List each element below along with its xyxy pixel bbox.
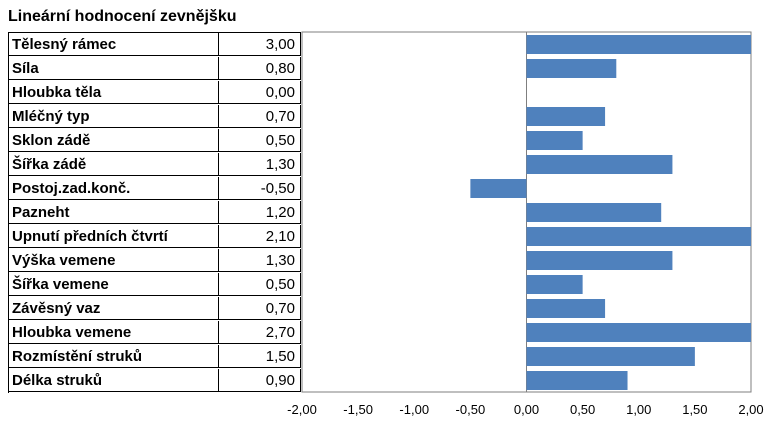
trait-value: 0,70 (219, 297, 301, 320)
trait-label: Sklon zádě (9, 129, 219, 152)
trait-value: 2,70 (219, 321, 301, 344)
trait-value: 0,70 (219, 105, 301, 128)
x-tick-label: -0,50 (456, 402, 486, 417)
trait-value: 1,20 (219, 201, 301, 224)
trait-value: 0,80 (219, 57, 301, 80)
trait-value: 0,50 (219, 273, 301, 296)
table-row: Závěsný vaz 0,70 (9, 297, 301, 321)
table-row: Rozmístění struků 1,50 (9, 345, 301, 369)
x-tick-label: -1,00 (399, 402, 429, 417)
trait-value: 3,00 (219, 33, 301, 56)
x-tick-label: 0,50 (570, 402, 595, 417)
trait-value: 0,50 (219, 129, 301, 152)
trait-label: Síla (9, 57, 219, 80)
bar (526, 371, 628, 390)
trait-label: Výška vemene (9, 249, 219, 272)
bar (526, 59, 617, 78)
x-tick-label: 1,50 (682, 402, 707, 417)
bar (526, 131, 583, 150)
trait-label: Pazneht (9, 201, 219, 224)
x-tick-label: 2,00 (738, 402, 763, 417)
trait-value: 0,90 (219, 369, 301, 392)
bar (526, 107, 606, 126)
table-row: Síla 0,80 (9, 57, 301, 81)
table-row: Hloubka vemene 2,70 (9, 321, 301, 345)
x-tick-label: -2,00 (287, 402, 317, 417)
table-row: Postoj.zad.konč. -0,50 (9, 177, 301, 201)
bar (526, 347, 695, 366)
bar (526, 227, 751, 246)
trait-label: Šířka zádě (9, 153, 219, 176)
bar (526, 275, 583, 294)
trait-value: 1,30 (219, 249, 301, 272)
trait-label: Rozmístění struků (9, 345, 219, 368)
trait-label: Délka struků (9, 369, 219, 392)
table-row: Hloubka těla 0,00 (9, 81, 301, 105)
table-row: Upnutí předních čtvrtí 2,10 (9, 225, 301, 249)
table-row: Šířka zádě 1,30 (9, 153, 301, 177)
chart-title: Lineární hodnocení zevnějšku (8, 8, 237, 25)
x-tick-label: -1,50 (343, 402, 373, 417)
trait-value: 1,50 (219, 345, 301, 368)
x-tick-label: 0,00 (514, 402, 539, 417)
table-row: Mléčný typ 0,70 (9, 105, 301, 129)
trait-label: Šířka vemene (9, 273, 219, 296)
bar (526, 203, 662, 222)
bar (526, 299, 606, 318)
bar (470, 179, 527, 198)
table-row: Délka struků 0,90 (9, 369, 301, 393)
trait-label: Upnutí předních čtvrtí (9, 225, 219, 248)
trait-label: Postoj.zad.konč. (9, 177, 219, 200)
trait-value: 1,30 (219, 153, 301, 176)
bar (526, 251, 673, 270)
trait-value: -0,50 (219, 177, 301, 200)
table-row: Sklon zádě 0,50 (9, 129, 301, 153)
table-row: Šířka vemene 0,50 (9, 273, 301, 297)
trait-label: Závěsný vaz (9, 297, 219, 320)
table-row: Výška vemene 1,30 (9, 249, 301, 273)
trait-label: Tělesný rámec (9, 33, 219, 56)
trait-label: Hloubka těla (9, 81, 219, 104)
trait-label: Mléčný typ (9, 105, 219, 128)
trait-table: Tělesný rámec 3,00 Síla 0,80 Hloubka těla 0,0… (8, 32, 301, 393)
bar (526, 35, 751, 54)
table-row: Pazneht 1,20 (9, 201, 301, 225)
x-tick-label: 1,00 (626, 402, 651, 417)
bar (526, 155, 673, 174)
trait-value: 0,00 (219, 81, 301, 104)
trait-label: Hloubka vemene (9, 321, 219, 344)
bar (526, 323, 751, 342)
table-row: Tělesný rámec 3,00 (9, 33, 301, 57)
trait-value: 2,10 (219, 225, 301, 248)
